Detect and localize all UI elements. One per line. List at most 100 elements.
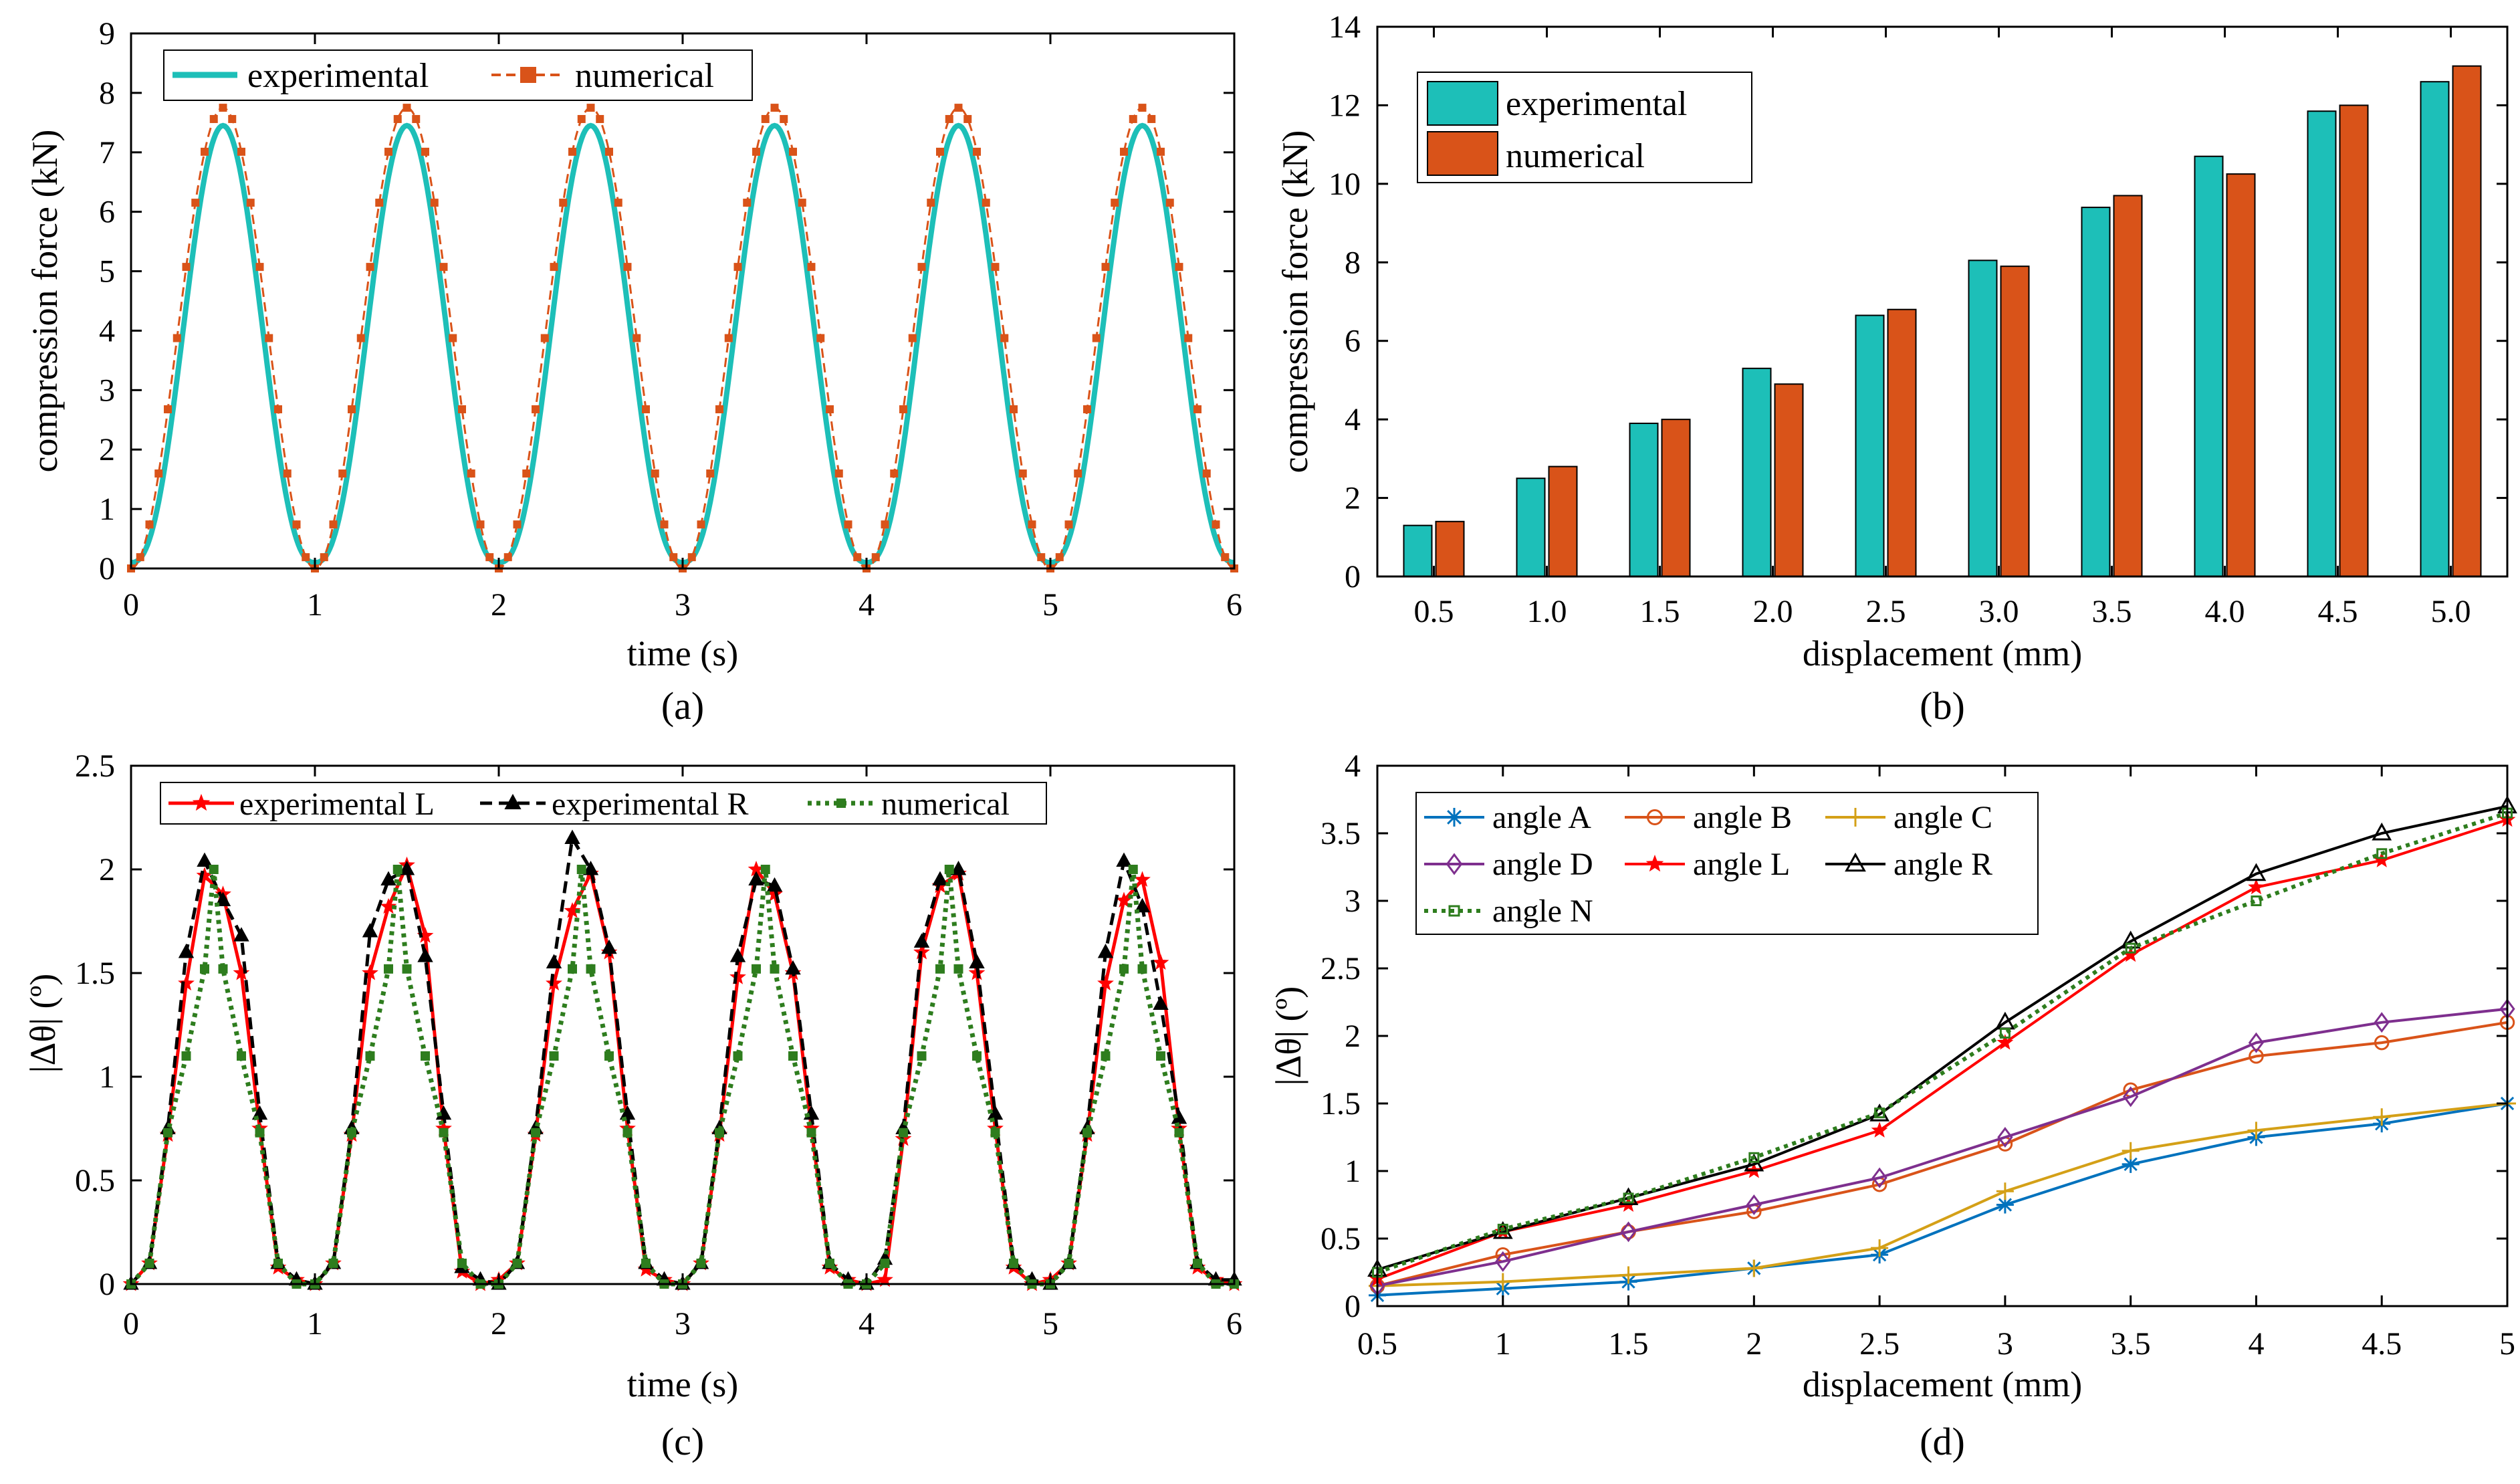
series-numerical-point [513, 520, 522, 529]
x-tick-label: 5.0 [2431, 594, 2471, 629]
series-numerical-point [209, 114, 218, 123]
series-experimental-l-point [1134, 871, 1151, 887]
series-numerical-point [826, 405, 834, 413]
series-numerical-point [917, 1051, 927, 1061]
y-tick-label: 4 [1345, 402, 1361, 437]
panel-c-xlabel: time (s) [627, 1364, 738, 1404]
series-numerical-point [1009, 1259, 1018, 1268]
panel-c-ylabel: |Δθ| (º) [23, 974, 63, 1073]
panel-c-legend-box [160, 782, 1047, 825]
series-experimental-r-point [932, 871, 948, 885]
series-numerical-point [917, 263, 926, 272]
series-experimental-r-point [197, 852, 213, 867]
legend-marker [1845, 852, 1866, 872]
series-numerical-point [963, 114, 972, 123]
series-numerical-point [991, 263, 1000, 272]
series-numerical-point [145, 520, 154, 529]
y-tick-label: 1 [99, 492, 115, 527]
series-numerical-point [393, 114, 402, 123]
series-experimental-line [130, 122, 1235, 566]
series-numerical-point [1202, 469, 1211, 478]
series-experimental-l-point [877, 1271, 893, 1287]
bar-experimental-3.0 [1968, 259, 1998, 577]
panel-d-legend-text-r: angle R [1894, 847, 1992, 882]
series-numerical-point [1193, 405, 1201, 413]
bar-experimental-5.0 [2420, 81, 2450, 577]
series-numerical-point [807, 263, 816, 272]
legend-marker [1645, 855, 1664, 872]
series-angle-n-line [1377, 811, 2508, 1275]
series-experimental-r-point [233, 927, 249, 942]
x-tick-label: 0.5 [1357, 1326, 1397, 1362]
series-numerical-point [457, 1259, 467, 1268]
panel-b-legend-swatch-experimental [1427, 81, 1498, 126]
series-experimental-r-point [178, 944, 195, 958]
series-numerical-point [403, 104, 411, 112]
series-numerical-point [228, 114, 237, 123]
series-numerical-point [392, 865, 403, 874]
series-numerical-point [366, 263, 374, 272]
series-numerical-point [605, 147, 613, 156]
series-numerical-point [633, 334, 641, 342]
bar-numerical-1.0 [1548, 465, 1578, 577]
series-angle-r-line [1377, 805, 2508, 1271]
series-numerical-point [651, 469, 659, 478]
y-tick-label: 0 [99, 1267, 115, 1302]
series-numerical-point [973, 147, 981, 156]
series-angle-a-point [2122, 1155, 2140, 1173]
series-numerical-point [899, 1128, 908, 1138]
panel-a-legend-box [163, 49, 753, 101]
x-tick-label: 1.5 [1609, 1326, 1649, 1362]
bar-experimental-1.5 [1629, 423, 1659, 577]
series-experimental-l-point [729, 968, 746, 984]
series-numerical-point [825, 1259, 834, 1268]
panel-a-series [127, 104, 1238, 572]
series-numerical-point [890, 469, 899, 478]
series-numerical-point [375, 199, 384, 207]
panel-b-label: (b) [1920, 684, 1965, 728]
series-numerical-point [402, 964, 412, 974]
series-numerical-point [173, 334, 181, 342]
series-angle-d-point [2374, 1012, 2390, 1033]
panel-d-legend-text-b: angle B [1693, 800, 1792, 835]
series-experimental-r-point [729, 948, 746, 962]
series-angle-n-point [1748, 1152, 1760, 1163]
x-tick-label: 5 [2499, 1326, 2515, 1362]
series-numerical-point [586, 964, 596, 974]
series-numerical-point [347, 1128, 356, 1138]
series-angle-c-point [1745, 1259, 1763, 1277]
series-numerical-point [1165, 199, 1174, 207]
panel-d-ylabel: |Δθ| (º) [1268, 986, 1308, 1085]
x-tick-label: 0.5 [1414, 594, 1454, 629]
series-experimental-l-point [380, 897, 397, 914]
series-numerical-point [356, 334, 365, 342]
series-numerical-point [724, 334, 733, 342]
y-tick-label: 9 [99, 16, 115, 51]
series-numerical-point [531, 1128, 540, 1138]
series-experimental-l-point [362, 964, 378, 980]
series-experimental-r-point [913, 933, 930, 948]
series-experimental-r-point [546, 954, 562, 968]
series-numerical-point [182, 263, 191, 272]
series-experimental-r-point [619, 1105, 636, 1120]
legend-marker [1647, 809, 1663, 825]
series-numerical-point [1157, 147, 1165, 156]
y-tick-label: 10 [1329, 167, 1361, 202]
panel-c-label: (c) [661, 1420, 704, 1463]
series-numerical-line [129, 869, 1234, 1287]
series-numerical-point [936, 147, 944, 156]
panel-a-xlabel: time (s) [627, 633, 738, 673]
series-numerical-point [945, 114, 953, 123]
series-numerical-point [834, 469, 843, 478]
series-numerical-point [586, 104, 595, 112]
x-tick-label: 3 [1997, 1326, 2013, 1362]
series-numerical-point [274, 405, 282, 413]
series-numerical-point [697, 520, 705, 529]
series-numerical-point [1137, 964, 1147, 974]
series-numerical-point [255, 1128, 265, 1138]
series-numerical-point [1101, 1051, 1111, 1061]
panel-a-legend: experimental numerical [163, 49, 753, 101]
series-numerical-point [144, 1259, 154, 1268]
panel-a-legend-text-numerical: numerical [575, 57, 714, 95]
x-tick-label: 5 [1042, 587, 1058, 623]
